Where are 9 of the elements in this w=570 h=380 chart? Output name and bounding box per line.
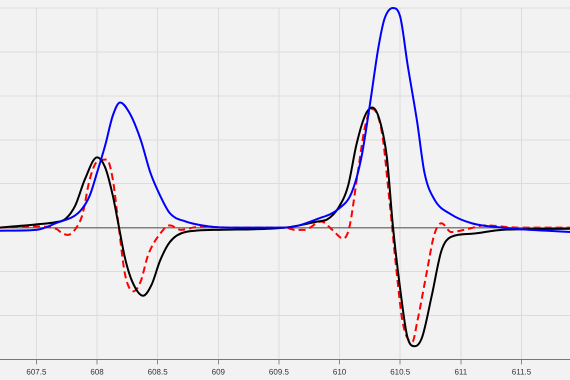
x-tick-label: 609.5 bbox=[268, 367, 290, 376]
x-tick-label: 610 bbox=[332, 367, 347, 376]
x-tick-label: 608 bbox=[90, 367, 104, 376]
x-tick-label: 610.5 bbox=[390, 367, 411, 376]
x-tick-label: 611 bbox=[454, 367, 468, 376]
x-tick-label: 607.5 bbox=[26, 367, 47, 376]
x-tick-label: 609 bbox=[212, 367, 226, 376]
x-tick-label: 611.5 bbox=[512, 367, 532, 376]
x-tick-label: 608.5 bbox=[148, 367, 168, 376]
